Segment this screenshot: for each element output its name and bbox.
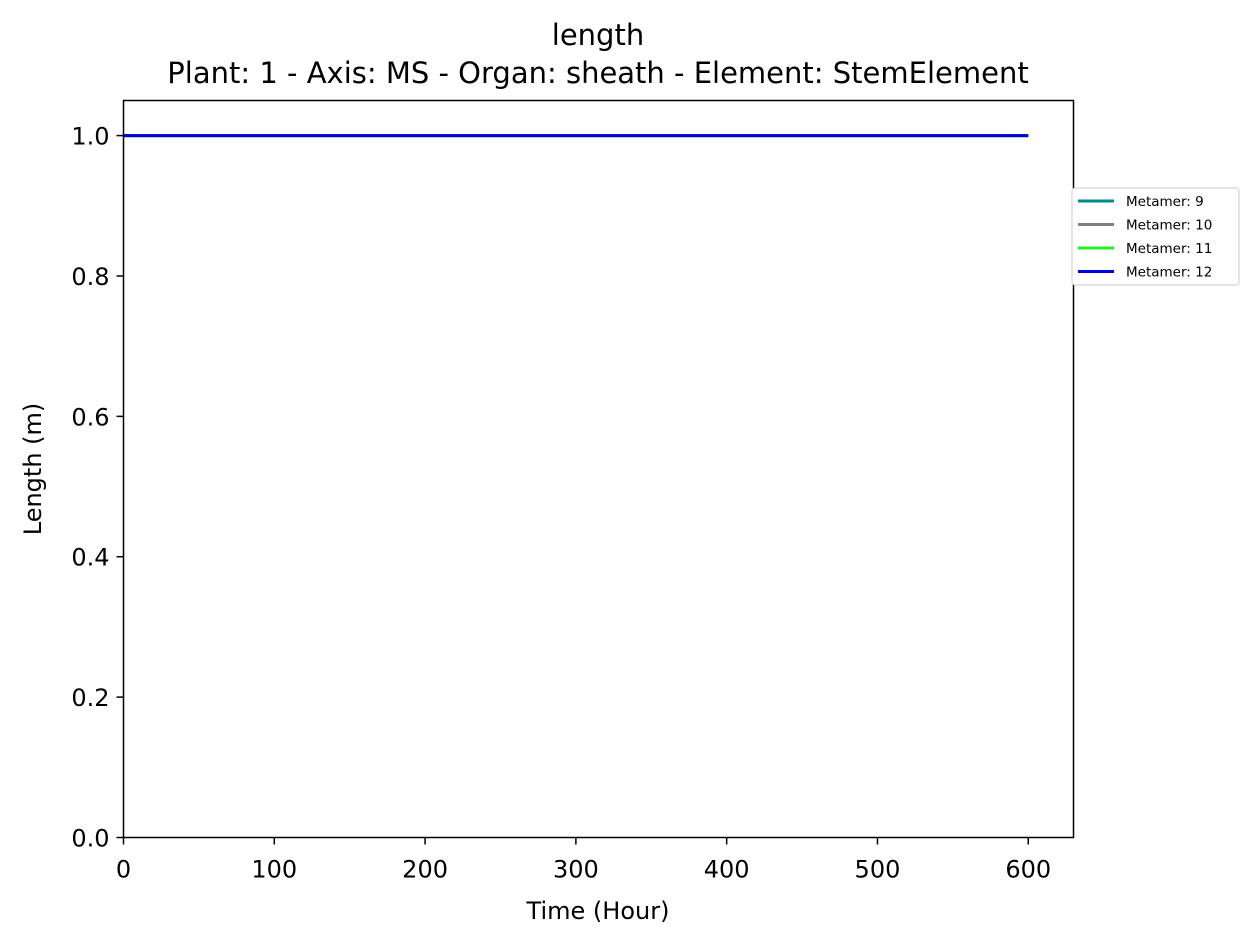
x-tick-label: 0 <box>116 856 131 884</box>
y-tick-label: 0.6 <box>71 403 109 431</box>
x-tick-label: 400 <box>704 856 750 884</box>
plot-area-frame <box>122 99 1075 839</box>
y-tick-label: 0.4 <box>71 544 109 572</box>
legend-frame <box>1071 187 1240 286</box>
legend-label-4: Metamer: 12 <box>1126 265 1212 281</box>
x-axis-label: Time (Hour) <box>526 897 670 925</box>
legend-label-1: Metamer: 9 <box>1126 194 1204 210</box>
chart-title: length <box>552 18 644 52</box>
ticks-layer: 0 100 200 300 400 500 600 0.0 0.2 0.4 0.6 0.8 1.0 <box>71 123 1051 884</box>
x-tick-label: 100 <box>251 856 297 884</box>
legend-label-2: Metamer: 10 <box>1126 218 1212 234</box>
x-tick-label: 300 <box>553 856 599 884</box>
y-tick-label: 0.0 <box>71 825 109 853</box>
y-tick-label: 0.2 <box>71 684 109 712</box>
chart-subtitle: Plant: 1 - Axis: MS - Organ: sheath - El… <box>167 56 1028 90</box>
y-axis-label: Length (m) <box>19 403 47 536</box>
x-tick-label: 200 <box>402 856 448 884</box>
legend-label-3: Metamer: 11 <box>1126 241 1212 257</box>
legend: Metamer: 9 Metamer: 10 Metamer: 11 Metamer:… <box>1071 187 1240 286</box>
y-tick-label: 0.8 <box>71 263 109 291</box>
x-tick-label: 500 <box>855 856 901 884</box>
y-tick-label: 1.0 <box>71 123 109 151</box>
x-tick-label: 600 <box>1005 856 1051 884</box>
